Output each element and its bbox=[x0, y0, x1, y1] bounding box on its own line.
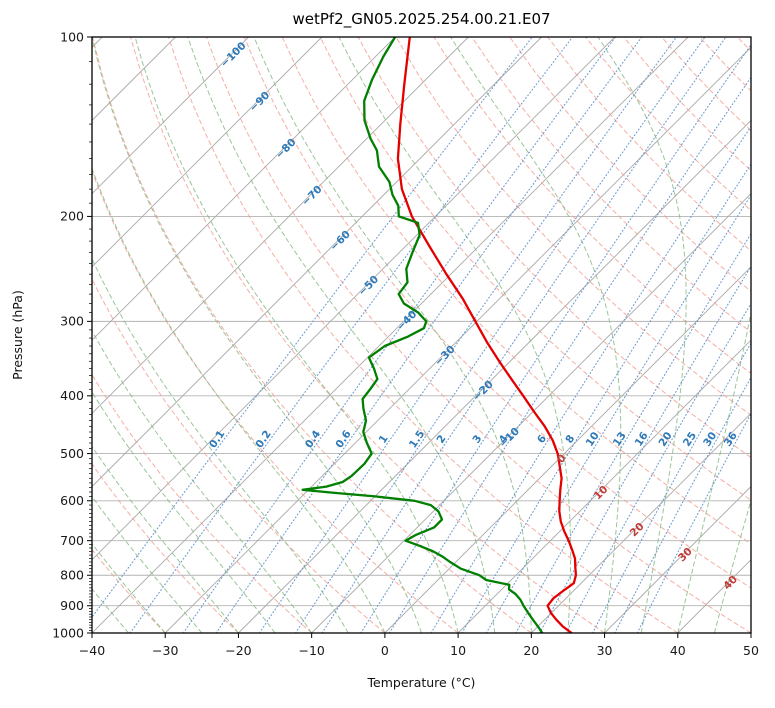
svg-text:800: 800 bbox=[60, 568, 84, 583]
svg-text:−20: −20 bbox=[471, 378, 496, 403]
svg-text:−80: −80 bbox=[273, 136, 298, 161]
svg-text:300: 300 bbox=[60, 314, 84, 329]
svg-text:200: 200 bbox=[60, 209, 84, 224]
svg-text:40: 40 bbox=[670, 643, 686, 658]
svg-text:30: 30 bbox=[597, 643, 613, 658]
svg-text:−10: −10 bbox=[298, 643, 324, 658]
svg-text:36: 36 bbox=[722, 430, 740, 449]
axis-ticks bbox=[87, 36, 752, 638]
chart-title: wetPf2_GN05.2025.254.00.21.E07 bbox=[292, 10, 551, 28]
svg-text:−40: −40 bbox=[79, 643, 105, 658]
svg-text:10: 10 bbox=[450, 643, 466, 658]
svg-text:30: 30 bbox=[676, 545, 695, 564]
svg-text:−30: −30 bbox=[152, 643, 178, 658]
pressure-gridlines bbox=[92, 36, 751, 634]
svg-text:0: 0 bbox=[381, 643, 389, 658]
svg-text:25: 25 bbox=[681, 430, 699, 449]
svg-text:8: 8 bbox=[563, 433, 577, 446]
svg-text:100: 100 bbox=[60, 29, 84, 44]
svg-text:500: 500 bbox=[60, 446, 84, 461]
svg-text:3: 3 bbox=[470, 433, 484, 446]
x-axis-label: Temperature (°C) bbox=[367, 675, 476, 690]
svg-text:400: 400 bbox=[60, 388, 84, 403]
svg-text:20: 20 bbox=[523, 643, 539, 658]
svg-text:50: 50 bbox=[743, 643, 759, 658]
svg-text:10: 10 bbox=[592, 483, 611, 502]
svg-text:6: 6 bbox=[535, 433, 549, 446]
dry-adiabats bbox=[92, 37, 751, 633]
svg-text:900: 900 bbox=[60, 598, 84, 613]
svg-text:13: 13 bbox=[611, 430, 629, 449]
mixing-ratio-lines bbox=[92, 37, 751, 633]
isotherms bbox=[92, 37, 751, 633]
y-axis-label: Pressure (hPa) bbox=[10, 290, 25, 380]
svg-text:0.2: 0.2 bbox=[253, 428, 273, 450]
svg-text:1: 1 bbox=[377, 433, 391, 446]
dewpoint-line bbox=[301, 37, 544, 633]
svg-text:−60: −60 bbox=[328, 228, 353, 253]
svg-text:−100: −100 bbox=[218, 40, 248, 70]
svg-text:−30: −30 bbox=[433, 343, 458, 368]
svg-text:2: 2 bbox=[435, 433, 449, 446]
svg-text:16: 16 bbox=[633, 430, 651, 449]
temperature-line bbox=[396, 37, 578, 633]
svg-text:700: 700 bbox=[60, 533, 84, 548]
svg-text:20: 20 bbox=[657, 430, 675, 449]
svg-text:600: 600 bbox=[60, 493, 84, 508]
svg-text:1000: 1000 bbox=[52, 625, 84, 640]
svg-text:−20: −20 bbox=[225, 643, 251, 658]
plot-border bbox=[91, 36, 752, 634]
moist-adiabats bbox=[92, 37, 751, 633]
svg-text:−70: −70 bbox=[300, 183, 325, 208]
svg-text:−50: −50 bbox=[356, 273, 381, 298]
svg-text:40: 40 bbox=[721, 573, 740, 592]
svg-text:0.4: 0.4 bbox=[303, 428, 323, 450]
